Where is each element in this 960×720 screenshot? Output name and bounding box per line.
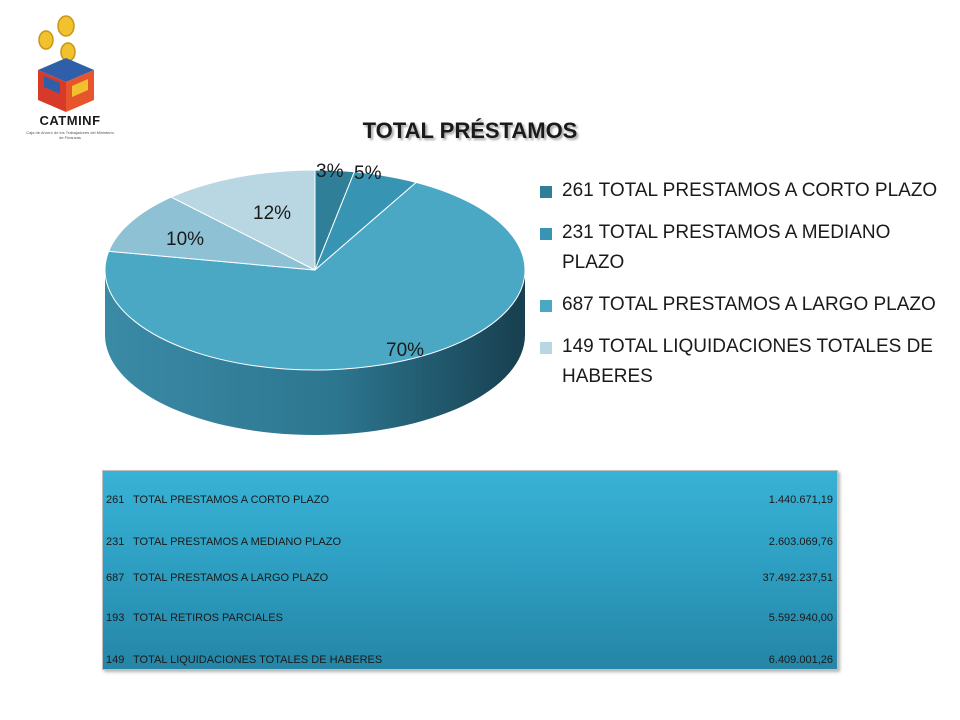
slice-percent-label: 70% bbox=[386, 340, 425, 361]
table-code: 687 bbox=[106, 572, 125, 584]
chart-title: TOTAL PRÉSTAMOS bbox=[362, 118, 578, 143]
table-value: 6.409.001,26 bbox=[768, 654, 833, 666]
table-label: TOTAL LIQUIDACIONES TOTALES DE HABERES bbox=[133, 654, 383, 666]
slice-percent-label: 12% bbox=[253, 203, 292, 224]
coin-icon bbox=[38, 30, 54, 50]
table-value: 2.603.069,76 bbox=[768, 536, 833, 548]
legend-item: 687 TOTAL PRESTAMOS A LARGO PLAZO bbox=[540, 290, 950, 320]
legend-label: 261 TOTAL PRESTAMOS A CORTO PLAZO bbox=[562, 180, 938, 201]
slice-percent-label: 10% bbox=[166, 229, 205, 250]
table-row: 261 TOTAL PRESTAMOS A CORTO PLAZO 1.440.… bbox=[103, 494, 837, 508]
legend-swatch bbox=[540, 186, 552, 198]
pie-slice-149 bbox=[170, 169, 316, 271]
legend-label: 231 TOTAL PRESTAMOS A MEDIANO PLAZO bbox=[562, 222, 891, 273]
loans-table: 261 TOTAL PRESTAMOS A CORTO PLAZO 1.440.… bbox=[102, 470, 838, 670]
chart-legend: 261 TOTAL PRESTAMOS A CORTO PLAZO 231 TO… bbox=[540, 176, 950, 404]
table-label: TOTAL PRESTAMOS A MEDIANO PLAZO bbox=[133, 536, 342, 548]
coin-icon bbox=[57, 15, 75, 37]
table-code: 261 bbox=[106, 494, 125, 506]
table-value: 1.440.671,19 bbox=[768, 494, 833, 506]
legend-label: 149 TOTAL LIQUIDACIONES TOTALES DE HABER… bbox=[562, 336, 933, 387]
legend-item: 231 TOTAL PRESTAMOS A MEDIANO PLAZO bbox=[540, 218, 950, 278]
table-row: 231 TOTAL PRESTAMOS A MEDIANO PLAZO 2.60… bbox=[103, 536, 837, 550]
pie-slice-687 bbox=[104, 181, 526, 371]
legend-swatch bbox=[540, 300, 552, 312]
pie-slice-193 bbox=[108, 196, 316, 271]
table-value: 5.592.940,00 bbox=[768, 612, 833, 624]
table-row: 149 TOTAL LIQUIDACIONES TOTALES DE HABER… bbox=[103, 654, 837, 668]
slice-percent-label: 3% bbox=[316, 161, 344, 182]
table-row: 687 TOTAL PRESTAMOS A LARGO PLAZO 37.492… bbox=[103, 572, 837, 586]
table-label: TOTAL PRESTAMOS A CORTO PLAZO bbox=[133, 494, 330, 506]
table-code: 231 bbox=[106, 536, 125, 548]
legend-swatch bbox=[540, 228, 552, 240]
table-label: TOTAL RETIROS PARCIALES bbox=[133, 612, 283, 624]
legend-item: 149 TOTAL LIQUIDACIONES TOTALES DE HABER… bbox=[540, 332, 950, 392]
table-row: 193 TOTAL RETIROS PARCIALES 5.592.940,00 bbox=[103, 612, 837, 626]
table-label: TOTAL PRESTAMOS A LARGO PLAZO bbox=[133, 572, 329, 584]
table-value: 37.492.237,51 bbox=[762, 572, 833, 584]
slice-percent-label: 5% bbox=[354, 163, 382, 184]
logo-subtitle: Caja de Ahorro de los Trabajadores del M… bbox=[26, 130, 114, 140]
logo-name: CATMINF bbox=[39, 113, 101, 128]
table-code: 149 bbox=[106, 654, 125, 666]
legend-swatch bbox=[540, 342, 552, 354]
catminf-logo bbox=[38, 15, 94, 112]
legend-label: 687 TOTAL PRESTAMOS A LARGO PLAZO bbox=[562, 294, 936, 315]
pie-side-687 bbox=[105, 270, 525, 435]
table-code: 193 bbox=[106, 612, 125, 624]
legend-item: 261 TOTAL PRESTAMOS A CORTO PLAZO bbox=[540, 176, 950, 206]
